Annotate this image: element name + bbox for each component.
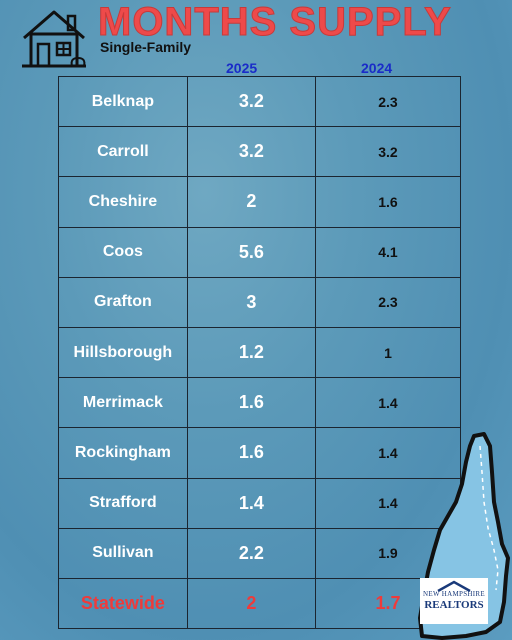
table-row: Rockingham 1.6 1.4 <box>58 427 462 479</box>
value-2025-cell: 3 <box>186 276 316 328</box>
table-row: Carroll 3.2 3.2 <box>58 126 462 178</box>
value-2025-cell: 1.6 <box>186 377 316 429</box>
logo-line-2: REALTORS <box>424 599 484 611</box>
table-row: Sullivan 2.2 1.9 <box>58 527 462 579</box>
page-subtitle: Single-Family <box>100 39 192 55</box>
value-2024-cell: 1.4 <box>314 427 462 479</box>
value-2024-cell: 2.3 <box>314 75 462 128</box>
county-cell: Merrimack <box>58 377 188 429</box>
county-cell: Grafton <box>58 276 188 328</box>
value-2025-cell: 1.2 <box>186 326 316 379</box>
value-2025-cell: 2.2 <box>186 527 316 579</box>
value-2025-cell: 2 <box>186 176 316 228</box>
roof-icon <box>437 580 471 592</box>
new-hampshire-realtors-logo: NEW HAMPSHIRE REALTORS <box>420 578 488 624</box>
value-2024-cell: 3.2 <box>314 126 462 178</box>
house-icon <box>22 10 86 68</box>
value-2025-cell: 1.4 <box>186 477 316 529</box>
value-2025-cell: 1.6 <box>186 427 316 479</box>
column-header-2025: 2025 <box>226 60 258 76</box>
county-cell: Belknap <box>58 75 188 128</box>
county-cell: Cheshire <box>58 176 188 228</box>
county-cell: Sullivan <box>58 527 188 579</box>
value-2025-cell: 2 <box>186 577 316 630</box>
county-cell: Strafford <box>58 477 188 529</box>
value-2024-cell: 4.1 <box>314 226 462 278</box>
table-row: Hillsborough 1.2 1 <box>58 326 462 379</box>
logo-line-1: NEW HAMPSHIRE <box>423 590 485 598</box>
table-row: Statewide 2 1.7 <box>58 577 462 630</box>
page-title: MONTHS SUPPLY <box>98 0 452 45</box>
table-row: Coos 5.6 4.1 <box>58 226 462 278</box>
county-cell: Statewide <box>58 577 188 630</box>
months-supply-table: Belknap 3.2 2.3 Carroll 3.2 3.2 Cheshire 2 1.6 Co… <box>58 75 462 630</box>
table-row: Cheshire 2 1.6 <box>58 176 462 228</box>
column-header-2024: 2024 <box>361 60 393 76</box>
county-cell: Rockingham <box>58 427 188 479</box>
county-cell: Coos <box>58 226 188 278</box>
value-2025-cell: 3.2 <box>186 75 316 128</box>
value-2024-cell: 1 <box>314 326 462 379</box>
value-2025-cell: 5.6 <box>186 226 316 278</box>
value-2024-cell: 2.3 <box>314 276 462 328</box>
county-cell: Carroll <box>58 126 188 178</box>
county-cell: Hillsborough <box>58 326 188 379</box>
table-row: Grafton 3 2.3 <box>58 276 462 328</box>
value-2025-cell: 3.2 <box>186 126 316 178</box>
table-row: Merrimack 1.6 1.4 <box>58 377 462 429</box>
table-row: Belknap 3.2 2.3 <box>58 75 462 128</box>
value-2024-cell: 1.6 <box>314 176 462 228</box>
table-row: Strafford 1.4 1.4 <box>58 477 462 529</box>
value-2024-cell: 1.4 <box>314 377 462 429</box>
